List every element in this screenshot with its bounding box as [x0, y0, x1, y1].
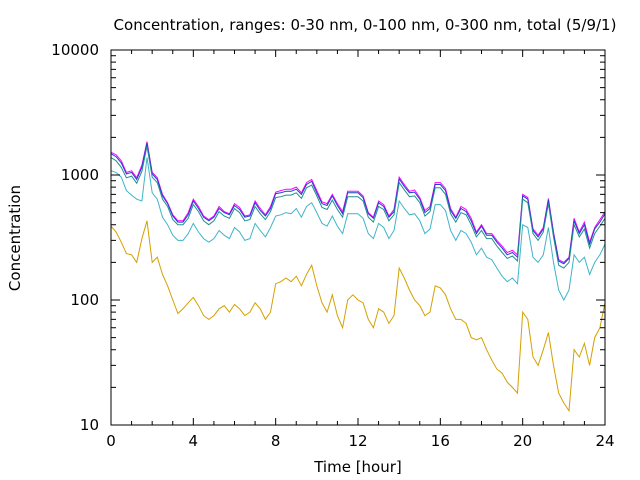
x-axis-ticks: 0 4 8 12 16 20 24: [106, 50, 615, 450]
x-tick-label: 8: [271, 432, 281, 450]
y-tick-label: 10: [80, 416, 99, 434]
y-tick-label: 10000: [51, 41, 99, 59]
series-4-line: [110, 157, 606, 302]
x-tick-label: 12: [348, 432, 367, 450]
x-tick-label: 16: [431, 432, 450, 450]
series-3-line: [110, 146, 606, 269]
x-tick-label: 20: [513, 432, 532, 450]
y-axis-label: Concentration: [6, 185, 24, 291]
x-tick-label: 4: [189, 432, 199, 450]
series-5-line: [110, 220, 606, 413]
y-axis-ticks: 10 100 1000 10000: [51, 41, 605, 434]
x-axis-label: Time [hour]: [313, 458, 402, 476]
series-1-line: [110, 141, 606, 264]
series-2-line: [110, 142, 606, 265]
chart-title: Concentration, ranges: 0-30 nm, 0-100 nm…: [114, 16, 617, 34]
x-tick-label: 0: [106, 432, 116, 450]
series-layer: [110, 141, 606, 413]
y-tick-label: 1000: [61, 166, 99, 184]
x-tick-label: 24: [595, 432, 614, 450]
y-tick-label: 100: [70, 291, 99, 309]
